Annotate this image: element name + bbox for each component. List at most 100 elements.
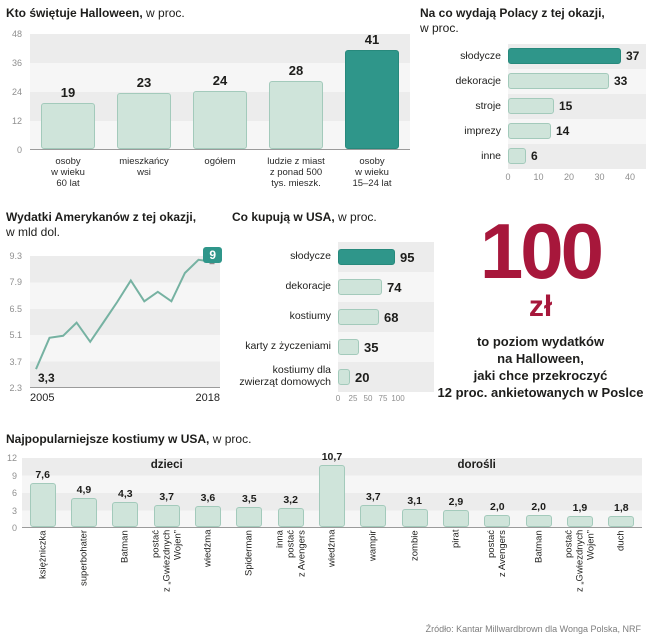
bar-track: 6 <box>508 144 646 169</box>
line-start-value-label: 3,3 <box>38 371 55 385</box>
bar-value-label: 28 <box>288 63 304 78</box>
x-tick-label: 30 <box>594 172 605 182</box>
callout-number: 100 <box>479 207 604 295</box>
chart-row: imprezy 14 <box>420 119 646 144</box>
bar-value-label: 1,8 <box>614 502 629 514</box>
chart-row: dekoracje 33 <box>420 69 646 94</box>
who-celebrates-plot: 19 23 24 28 41 <box>30 32 410 150</box>
chart-row: kostiumy 68 <box>232 302 434 332</box>
y-tick-label: 36 <box>11 58 22 68</box>
bar-value-label: 15 <box>559 99 573 113</box>
bar-value-label: 35 <box>364 340 379 355</box>
costumes-plot: dzieci dorośli 7,6 4,9 4,3 3,7 3,6 3,5 3,2 10,7 3,… <box>22 451 642 528</box>
bar-value-label: 3,7 <box>366 491 381 503</box>
chart-title-bold: Kto świętuje Halloween, <box>6 6 143 20</box>
bar <box>236 507 263 527</box>
x-tick-label: 25 <box>348 394 358 403</box>
bar-value-label: 7,6 <box>35 469 50 481</box>
category-label: Batman <box>119 530 131 563</box>
category-label: postać z „Gwiezdnych Wojen” <box>150 530 184 593</box>
bar-value-label: 14 <box>556 124 570 138</box>
category-label: pirat <box>450 530 462 549</box>
y-tick-label: 6 <box>11 488 17 498</box>
bar <box>401 509 428 527</box>
bar <box>29 483 56 527</box>
y-tick-label: 7.9 <box>9 277 22 288</box>
bar-value-label: 20 <box>355 370 370 385</box>
y-tick-label: 3 <box>11 505 17 516</box>
bar-value-label: 6 <box>531 149 538 163</box>
bar <box>338 369 350 385</box>
who-celebrates-yticks: 48 36 24 12 0 <box>6 29 26 155</box>
category-label: wiedźma <box>202 530 214 568</box>
callout-unit: zł <box>528 290 553 324</box>
source-note: Źródło: Kantar Millwardbrown dla Wonga P… <box>425 624 641 634</box>
bar <box>508 123 551 139</box>
category-label: dekoracje <box>455 74 501 87</box>
y-tick-label: 2.3 <box>9 383 22 393</box>
bar-value-label: 41 <box>364 32 380 47</box>
bar <box>277 508 304 527</box>
bar <box>345 50 399 149</box>
category-label: wiedźma <box>326 530 338 568</box>
x-tick-label: 0 <box>335 394 341 403</box>
chart-title-bold: Co kupują w USA, <box>232 210 335 224</box>
bar-track: 68 <box>338 302 434 332</box>
bar-value-label: 3,5 <box>242 493 257 505</box>
category-label: kostiumy <box>289 310 331 323</box>
bar-value-label: 23 <box>136 75 152 90</box>
x-tick-label: 75 <box>378 394 388 403</box>
bar <box>443 510 469 527</box>
chart-title-bold-text: Na co wydają Polacy z tej okazji, <box>420 6 605 20</box>
poles-xticks: 0 10 20 30 40 <box>505 172 646 184</box>
bar-value-label: 19 <box>60 85 76 100</box>
chart-title-who-celebrates: Kto świętuje Halloween, w proc. <box>6 6 410 21</box>
y-tick-label: 12 <box>11 116 22 126</box>
bar <box>338 309 379 325</box>
y-tick-label: 12 <box>6 453 17 463</box>
category-label: duch <box>615 530 627 551</box>
bar-track: 20 <box>338 362 434 392</box>
bar-value-label: 3,7 <box>159 491 174 503</box>
category-label: imprezy <box>464 124 501 137</box>
chart-row: kostiumy dla zwierząt domowych 20 <box>232 362 434 392</box>
bar <box>360 505 387 527</box>
bar <box>112 502 139 527</box>
line-end-value-badge: 9 <box>203 247 222 263</box>
chart-title-us-spending: Wydatki Amerykanów z tej okazji, w mld d… <box>6 210 226 240</box>
category-label: słodycze <box>460 49 501 62</box>
x-tick-label: 100 <box>391 394 405 403</box>
panel-callout: 100 zł to poziom wydatków na Halloween, … <box>436 207 645 402</box>
bar-value-label: 3,2 <box>283 494 298 506</box>
bar <box>484 515 511 527</box>
category-label: mieszkańcy wsi <box>119 156 169 179</box>
poles-rows: słodycze 37 dekoracje 33 stroje 15 imprezy 14 in… <box>420 44 646 169</box>
chart-title-rest: w mld dol. <box>6 225 61 239</box>
x-tick-label: 20 <box>563 172 575 182</box>
bar <box>71 498 97 527</box>
category-label: osoby w wieku 60 lat <box>51 156 85 190</box>
bar-value-label: 3,6 <box>200 492 216 504</box>
chart-title-rest: w proc. <box>209 432 252 446</box>
chart-row: słodycze 95 <box>232 242 434 272</box>
chart-title-rest: w proc. <box>142 6 185 20</box>
bar <box>608 516 635 527</box>
chart-row: inne 6 <box>420 144 646 169</box>
bar-value-label: 3,1 <box>407 495 422 507</box>
y-tick-label: 24 <box>11 87 22 97</box>
bar-value-label: 2,9 <box>448 496 464 508</box>
category-label: postać z Avengers <box>486 530 509 577</box>
bar-track: 95 <box>338 242 434 272</box>
panel-us-buy: Co kupują w USA, w proc. słodycze 95 dekor… <box>232 210 434 410</box>
bar-track: 37 <box>508 44 646 69</box>
chart-title-poles-spend-on: Na co wydają Polacy z tej okazji, w proc… <box>420 6 646 36</box>
group-label: dorośli <box>457 459 496 471</box>
category-label: ogółem <box>204 156 236 167</box>
y-tick-label: 9.3 <box>9 251 22 261</box>
bar-track: 35 <box>338 332 434 362</box>
x-tick-label: 0 <box>505 172 511 182</box>
bar-value-label: 4,9 <box>76 484 92 496</box>
bar-track: 33 <box>508 69 646 94</box>
y-tick-label: 5.1 <box>9 330 22 341</box>
chart-title-bold-text: Wydatki Amerykanów z tej okazji, <box>6 210 197 224</box>
